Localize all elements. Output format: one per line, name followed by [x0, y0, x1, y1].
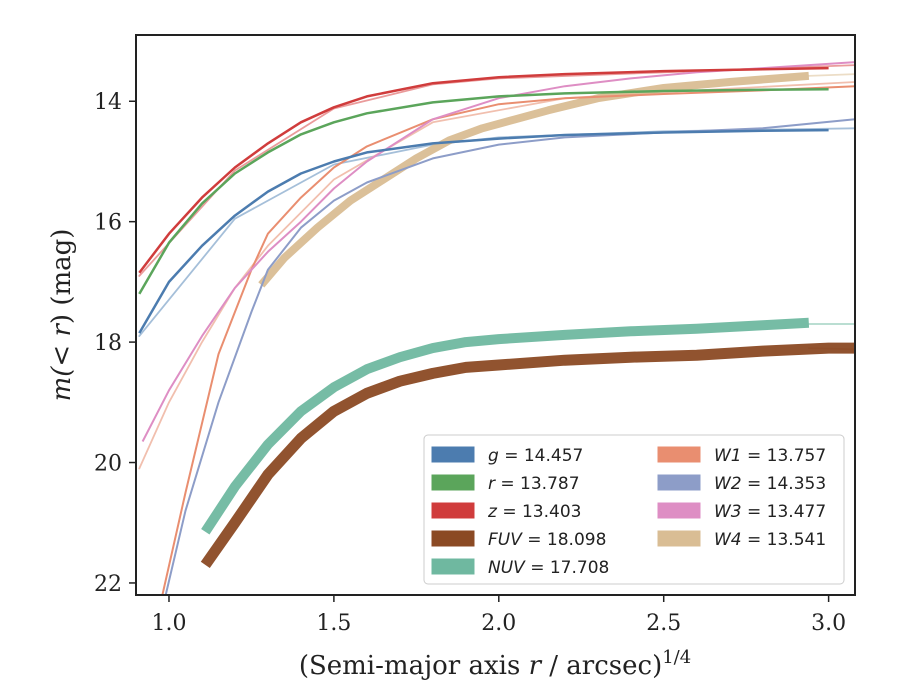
y-tick-label: 14 — [94, 90, 122, 115]
series-line-w4 — [258, 71, 810, 288]
legend-swatch-z — [431, 502, 475, 519]
legend-swatch-r — [431, 474, 475, 491]
legend-label-g: g = 14.457 — [488, 446, 583, 466]
y-tick-label: 22 — [94, 572, 122, 597]
overlay-line-w4-5 — [807, 73, 855, 77]
x-tick-label: 1.0 — [151, 611, 186, 636]
y-tick-label: 20 — [94, 452, 122, 477]
legend-box — [423, 434, 845, 585]
legend-label-w2: W2 = 14.353 — [714, 474, 826, 494]
y-axis-title: m(< r) (mag) — [47, 229, 77, 402]
legend-swatch-g — [431, 446, 475, 463]
series-line-w3 — [141, 61, 855, 442]
legend-label-w3: W3 = 13.477 — [714, 502, 826, 522]
legend-label-fuv: FUV = 18.098 — [488, 530, 606, 550]
legend-swatch-w1 — [657, 446, 701, 463]
legend-swatch-nuv — [431, 558, 475, 575]
y-tick-label: 16 — [94, 211, 122, 236]
legend-label-w1: W1 = 13.757 — [714, 446, 826, 466]
series-line-nuv — [201, 317, 810, 535]
legend-swatch-w4 — [657, 530, 701, 547]
x-tick-label: 2.5 — [646, 611, 681, 636]
ticks-layer: 1.0 1.5 2.0 2.5 3.0 14 16 18 20 22 — [94, 90, 846, 636]
legend: g = 14.457 r = 13.787 z = 13.403 FUV = 18.0… — [423, 434, 845, 585]
legend-swatch-fuv — [431, 530, 475, 547]
curves-layer — [138, 61, 855, 595]
series-line-g — [138, 128, 829, 334]
legend-swatch-w2 — [657, 474, 701, 491]
legend-label-z: z = 13.403 — [487, 502, 581, 522]
x-tick-label: 3.0 — [811, 611, 846, 636]
x-tick-label: 1.5 — [316, 611, 351, 636]
series-line-z — [138, 66, 829, 274]
series-line-fuv — [200, 342, 855, 569]
legend-label-r: r = 13.787 — [488, 474, 580, 494]
legend-label-nuv: NUV = 17.708 — [488, 558, 609, 578]
x-axis-title: (Semi-major axis r / arcsec)1/4 — [299, 647, 691, 681]
y-tick-label: 18 — [94, 331, 122, 356]
plot-frame — [135, 34, 856, 596]
x-tick-label: 2.0 — [481, 611, 516, 636]
legend-label-w4: W4 = 13.541 — [714, 530, 826, 550]
legend-swatch-w3 — [657, 502, 701, 519]
series-line-r — [138, 87, 829, 295]
